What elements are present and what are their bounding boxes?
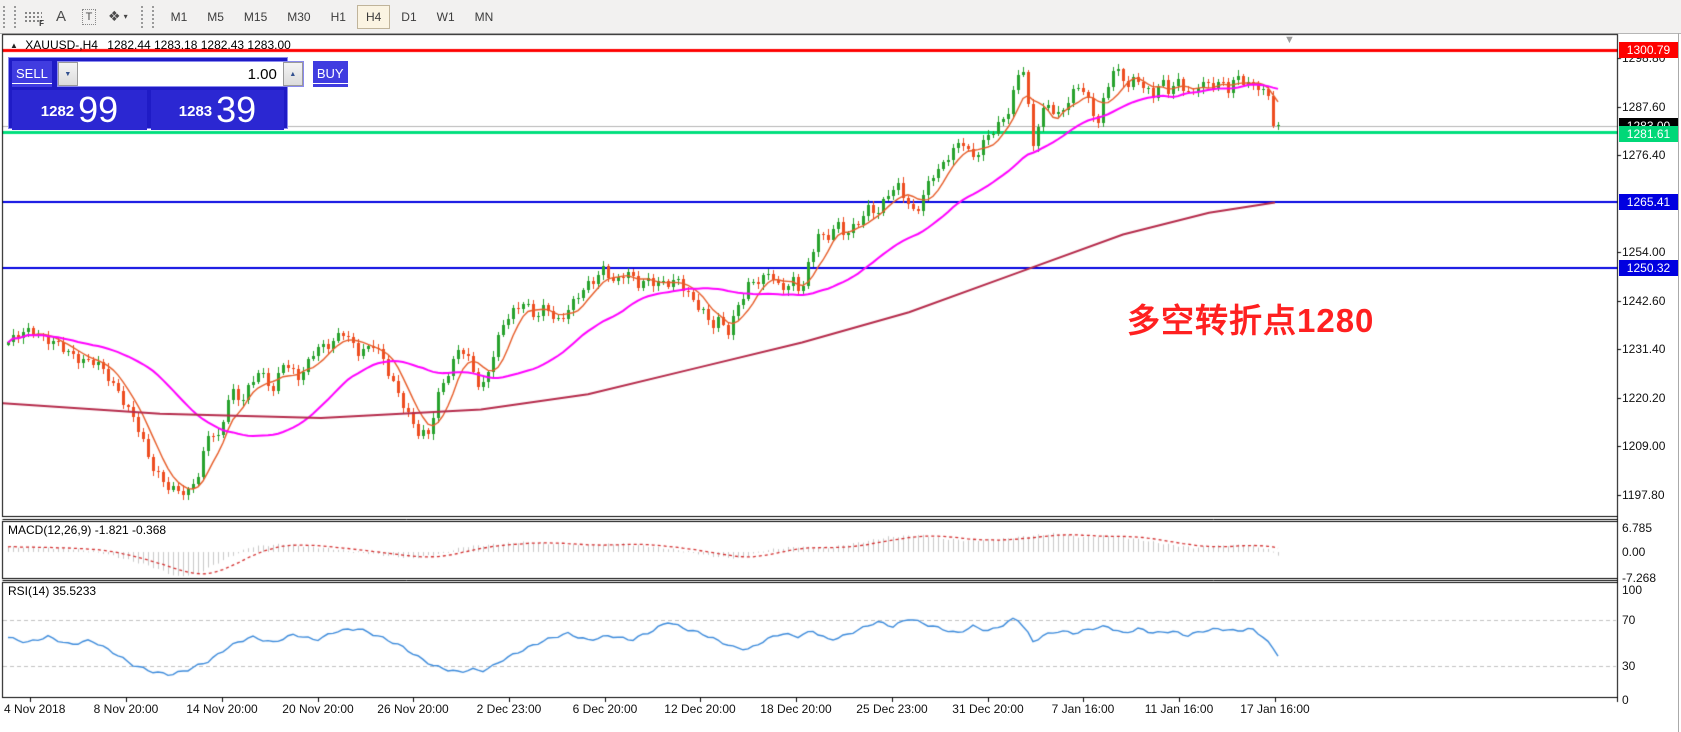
rsi-axis-label: 0 <box>1622 693 1629 707</box>
macd-axis-label: 6.785 <box>1622 520 1653 535</box>
toolbar-grip[interactable] <box>3 5 16 28</box>
time-axis-label: 18 Dec 20:00 <box>760 702 832 716</box>
symbol-period-label: XAUUSD-,H4 <box>25 38 98 52</box>
timeframe-button-m15[interactable]: M15 <box>235 5 276 29</box>
price-tick-label: 1287.60 <box>1622 99 1666 114</box>
time-axis-label: 20 Nov 20:00 <box>282 702 354 716</box>
dropdown-caret-icon: ▾ <box>123 12 128 21</box>
shapes-menu-button[interactable]: ❖ ▾ <box>103 4 133 30</box>
time-axis-label: 25 Dec 23:00 <box>856 702 928 716</box>
price-tick-label: 1231.40 <box>1622 342 1666 357</box>
timeframe-button-h1[interactable]: H1 <box>322 5 355 29</box>
macd-axis-label: -7.268 <box>1622 570 1657 585</box>
price-level-badge: 1281.61 <box>1619 126 1678 143</box>
sell-button[interactable]: SELL <box>12 61 52 87</box>
sell-price-big: 99 <box>78 89 119 130</box>
chart-canvas[interactable] <box>0 33 1681 732</box>
macd-indicator-label: MACD(12,26,9) -1.821 -0.368 <box>8 523 167 537</box>
time-axis-label: 26 Nov 20:00 <box>377 702 449 716</box>
timeframe-button-w1[interactable]: W1 <box>428 5 464 29</box>
price-level-badge: 1265.41 <box>1619 194 1678 211</box>
timeframe-button-m1[interactable]: M1 <box>162 5 197 29</box>
chart-title: ▲ XAUUSD-,H4 1282.44 1283.18 1282.43 128… <box>10 38 291 52</box>
buy-price-big: 39 <box>216 89 257 130</box>
time-axis-label: 31 Dec 20:00 <box>952 702 1024 716</box>
volume-increase-button[interactable]: ▲ <box>282 62 303 86</box>
window-right-border <box>1678 33 1679 732</box>
time-axis-label: 2 Dec 23:00 <box>476 702 542 716</box>
tick-grid-icon <box>24 10 42 23</box>
ohlc-values: 1282.44 1283.18 1282.43 1283.00 <box>107 38 291 52</box>
chart-annotation: 多空转折点1280 <box>1127 302 1375 339</box>
text-label-button[interactable]: A <box>47 4 75 30</box>
time-axis-label: 6 Dec 20:00 <box>572 702 638 716</box>
timeframe-toolbar: M1 M5 M15 M30 H1 H4 D1 W1 MN <box>161 4 504 29</box>
text-box-button[interactable]: T <box>75 4 103 30</box>
volume-box: ▼ ▲ <box>56 61 304 87</box>
timeframe-button-m5[interactable]: M5 <box>198 5 233 29</box>
timeframe-button-h4[interactable]: H4 <box>356 4 391 29</box>
collapse-arrow-icon[interactable]: ▲ <box>10 41 18 50</box>
time-axis-label: 11 Jan 16:00 <box>1144 702 1214 716</box>
top-toolbar: F A T ❖ ▾ M1 M5 M15 M30 H1 H4 D1 W1 MN <box>0 0 1681 34</box>
buy-price-prefix: 1283 <box>178 103 213 120</box>
rsi-axis-label: 100 <box>1622 583 1643 597</box>
price-level-badge: 1300.79 <box>1619 41 1678 58</box>
rsi-indicator-label: RSI(14) 35.5233 <box>8 584 97 598</box>
price-tick-label: 1197.80 <box>1622 487 1665 502</box>
time-axis-label: 7 Jan 16:00 <box>1051 702 1115 716</box>
buy-button[interactable]: BUY <box>312 61 348 87</box>
price-tick-label: 1254.00 <box>1622 244 1666 259</box>
time-axis-label: 12 Dec 20:00 <box>664 702 736 716</box>
tick-chart-button[interactable]: F <box>19 4 47 30</box>
macd-axis-label: 0.00 <box>1622 545 1646 559</box>
rsi-axis-label: 30 <box>1622 658 1636 673</box>
buy-price-display[interactable]: 1283 39 <box>150 89 284 130</box>
timeframe-button-d1[interactable]: D1 <box>392 5 425 29</box>
sell-price-display[interactable]: 1282 99 <box>12 90 147 130</box>
time-axis-label: 4 Nov 2018 <box>4 702 66 716</box>
price-tick-label: 1276.40 <box>1622 147 1666 162</box>
price-level-badge: 1250.32 <box>1619 259 1678 276</box>
timeframe-button-mn[interactable]: MN <box>466 5 503 29</box>
timeframe-button-m30[interactable]: M30 <box>278 5 319 29</box>
tick-grid-f-label: F <box>39 18 44 28</box>
price-tick-label: 1209.00 <box>1622 439 1666 454</box>
one-click-trading-widget: SELL ▼ ▲ BUY 1282 99 1283 39 <box>8 57 348 130</box>
time-axis-label: 14 Nov 20:00 <box>186 702 258 716</box>
volume-input[interactable] <box>77 62 283 86</box>
time-axis-label: 8 Nov 20:00 <box>93 702 159 716</box>
chart-shift-marker[interactable]: ▼ <box>1284 34 1295 46</box>
price-tick-label: 1220.20 <box>1622 390 1666 405</box>
price-tick-label: 1242.60 <box>1622 293 1666 308</box>
boxed-t-icon: T <box>81 8 97 25</box>
shapes-icon: ❖ <box>108 8 121 24</box>
rsi-axis-label: 70 <box>1622 612 1636 627</box>
time-axis-label: 17 Jan 16:00 <box>1240 702 1310 716</box>
sell-price-prefix: 1282 <box>40 103 75 120</box>
volume-decrease-button[interactable]: ▼ <box>57 62 78 86</box>
letter-a-icon: A <box>55 8 66 25</box>
toolbar-grip-2[interactable] <box>140 5 154 28</box>
